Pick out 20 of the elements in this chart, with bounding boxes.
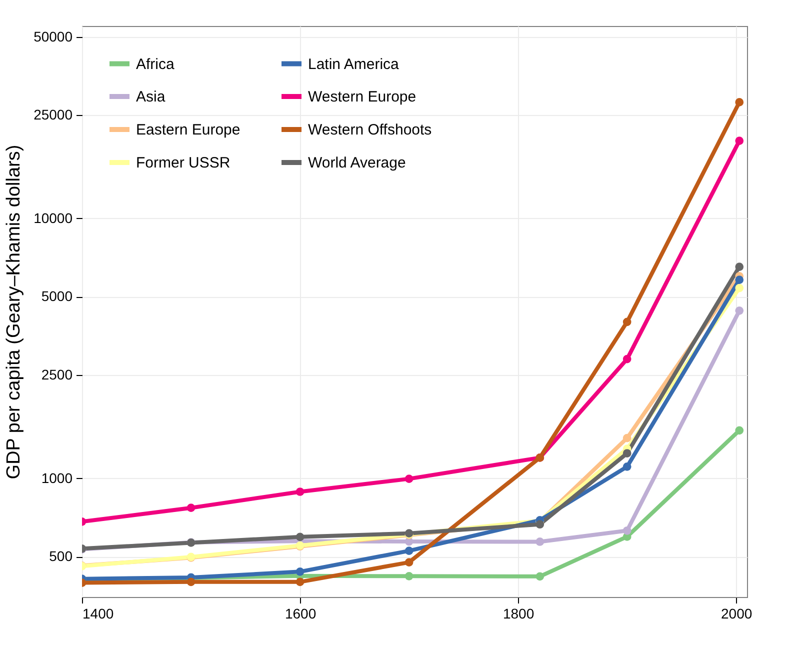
legend-label: World Average — [308, 154, 406, 172]
x-tick-label: 1600 — [284, 606, 316, 622]
legend-label: Eastern Europe — [136, 122, 240, 138]
y-tick-label: 10000 — [34, 210, 73, 226]
x-tick-label: 2000 — [721, 606, 752, 622]
y-tick-label: 25000 — [34, 106, 73, 123]
y-tick-label: 500 — [49, 548, 73, 564]
legend-label: Asia — [136, 88, 166, 106]
legend-label: Western Europe — [308, 88, 416, 106]
y-tick-label: 5000 — [41, 288, 73, 304]
y-tick-label: 50000 — [34, 28, 73, 44]
legend-label: Western Offshoots — [308, 122, 432, 138]
x-tick-label: 1800 — [502, 606, 534, 622]
x-tick-label: 1400 — [82, 606, 114, 622]
y-axis-title: GDP per capita (Geary–Khamis dollars) — [4, 144, 25, 480]
legend-label: Latin America — [308, 56, 400, 73]
legend-label: Africa — [136, 56, 175, 73]
legend-label: Former USSR — [136, 154, 230, 172]
y-tick-label: 1000 — [41, 470, 73, 486]
y-tick-label: 2500 — [41, 366, 73, 383]
